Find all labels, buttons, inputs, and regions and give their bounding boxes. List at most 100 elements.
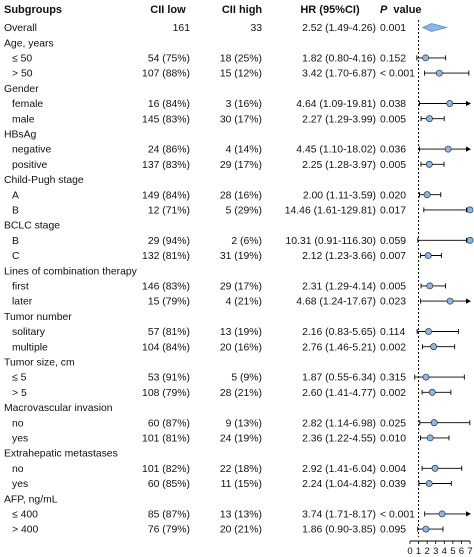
hr-point: [466, 206, 474, 214]
p-value: 0.007: [380, 251, 406, 262]
subgroup-label: negative: [12, 145, 52, 156]
hr-point: [425, 328, 432, 335]
subgroup-label: B: [12, 206, 19, 217]
hr-point: [422, 54, 429, 62]
p-value: 0.038: [380, 99, 406, 110]
x-tick-label: 3: [433, 546, 438, 557]
cii-high-value: 20 (21%): [220, 525, 262, 536]
hr-value: 10.31 (0.91-116.30): [285, 236, 376, 247]
cii-low-value: 132 (81%): [142, 251, 190, 262]
hr-value: 2.12 (1.23-3.66): [302, 251, 376, 262]
subgroup-label: first: [12, 282, 29, 293]
cii-high-value: 2 (6%): [231, 236, 262, 247]
hr-value: 2.16 (0.83-5.65): [302, 327, 376, 338]
ci-arrow: [466, 100, 471, 107]
group-header: Tumor size, cm: [4, 358, 75, 369]
subgroup-label: no: [12, 464, 24, 475]
hr-value: 2.00 (1.11-3.59): [303, 190, 376, 201]
x-tick-label: 6: [459, 546, 464, 557]
cii-high-value: 4 (21%): [226, 297, 262, 308]
x-tick-label: 5: [450, 546, 455, 557]
cii-low-value: 24 (86%): [148, 145, 190, 156]
p-value: 0.002: [380, 388, 406, 399]
hr-point: [430, 343, 438, 351]
hr-point: [426, 115, 433, 123]
cii-low-value: 107 (88%): [142, 69, 190, 80]
subgroup-label: A: [12, 190, 19, 201]
cii-low-value: 101 (82%): [142, 464, 190, 475]
cii-high-value: 28 (16%): [220, 190, 262, 201]
hr-point: [428, 388, 436, 396]
p-value: 0.036: [380, 145, 406, 156]
subgroup-label: ≤ 400: [12, 510, 38, 521]
x-tick-label: 2: [424, 546, 429, 557]
cii-high-value: 5 (9%): [231, 373, 262, 384]
hr-value: 2.76 (1.46-5.21): [302, 342, 376, 353]
cii-low-value: 145 (83%): [142, 114, 190, 125]
group-header: AFP, ng/mL: [4, 494, 58, 505]
p-value: 0.001: [380, 23, 406, 34]
group-header: Macrovascular invasion: [4, 403, 113, 414]
cii-low-value: 108 (79%): [142, 388, 190, 399]
cii-low-value: 53 (91%): [148, 373, 190, 384]
hr-point: [422, 373, 430, 381]
hr-point: [425, 480, 433, 487]
hr-value: 2.31 (1.29-4.14): [302, 282, 376, 293]
group-header: Tumor number: [4, 312, 72, 323]
hr-point: [466, 236, 474, 244]
hr-value: 3.42 (1.70-6.87): [302, 69, 376, 80]
hr-value: 2.24 (1.04-4.82): [302, 479, 376, 490]
hr-point: [444, 145, 452, 153]
cii-low-value: 104 (84%): [142, 342, 190, 353]
hr-point: [423, 191, 431, 199]
subgroup-label: yes: [12, 479, 28, 490]
p-value: 0.017: [380, 206, 406, 217]
cii-low-value: 57 (81%): [148, 327, 190, 338]
group-header: Lines of combination therapy: [4, 266, 138, 277]
group-header: Age, years: [4, 38, 54, 49]
subgroup-label: male: [12, 114, 35, 125]
cii-low-value: 54 (75%): [148, 54, 190, 65]
p-value: 0.315: [380, 373, 406, 384]
cii-low-value: 137 (83%): [142, 160, 190, 171]
p-value: 0.114: [380, 327, 405, 338]
cii-high-value: 11 (15%): [221, 479, 262, 490]
hr-point: [435, 69, 443, 77]
overall-diamond: [421, 23, 449, 32]
p-value: 0.004: [380, 464, 406, 475]
cii-high-value: 29 (17%): [220, 282, 262, 293]
p-value: 0.005: [380, 114, 406, 125]
cii-low-value: 76 (79%): [148, 525, 190, 536]
hr-value: 14.46 (1.61-129.81): [285, 206, 376, 217]
subgroup-label: yes: [12, 434, 28, 445]
cii-high-value: 5 (29%): [226, 206, 262, 217]
p-value: < 0.001: [380, 510, 415, 521]
p-value: 0.010: [380, 434, 406, 445]
cii-low-value: 101 (81%): [142, 434, 190, 445]
cii-high-value: 20 (16%): [220, 342, 262, 353]
header-hr: HR (95%CI): [300, 4, 360, 16]
hr-value: 4.64 (1.09-19.81): [296, 99, 376, 110]
p-value: 0.002: [380, 342, 406, 353]
hr-point: [426, 434, 434, 442]
cii-high-value: 33: [250, 23, 262, 34]
cii-high-value: 9 (13%): [226, 418, 262, 429]
cii-low-value: 60 (87%): [148, 418, 190, 429]
subgroup-label: later: [12, 297, 33, 308]
cii-high-value: 22 (18%): [220, 464, 262, 475]
cii-high-value: 30 (17%): [220, 114, 262, 125]
cii-high-value: 13 (19%): [220, 327, 262, 338]
cii-high-value: 4 (14%): [226, 145, 262, 156]
hr-value: 2.36 (1.22-4.55): [302, 434, 376, 445]
p-value: 0.025: [380, 418, 406, 429]
x-tick-label: 0: [407, 546, 412, 557]
cii-high-value: 24 (19%): [220, 434, 262, 445]
p-value: < 0.001: [380, 69, 415, 80]
hr-value: 1.82 (0.80-4.16): [302, 54, 376, 65]
cii-low-value: 29 (94%): [148, 236, 190, 247]
column-headers: Subgroups CII low CII high HR (95%CI) P …: [4, 4, 422, 16]
hr-value: 4.68 (1.24-17.67): [296, 297, 376, 308]
hr-value: 1.87 (0.55-6.34): [302, 373, 376, 384]
subgroup-label: female: [12, 99, 43, 110]
hr-point: [422, 525, 430, 533]
